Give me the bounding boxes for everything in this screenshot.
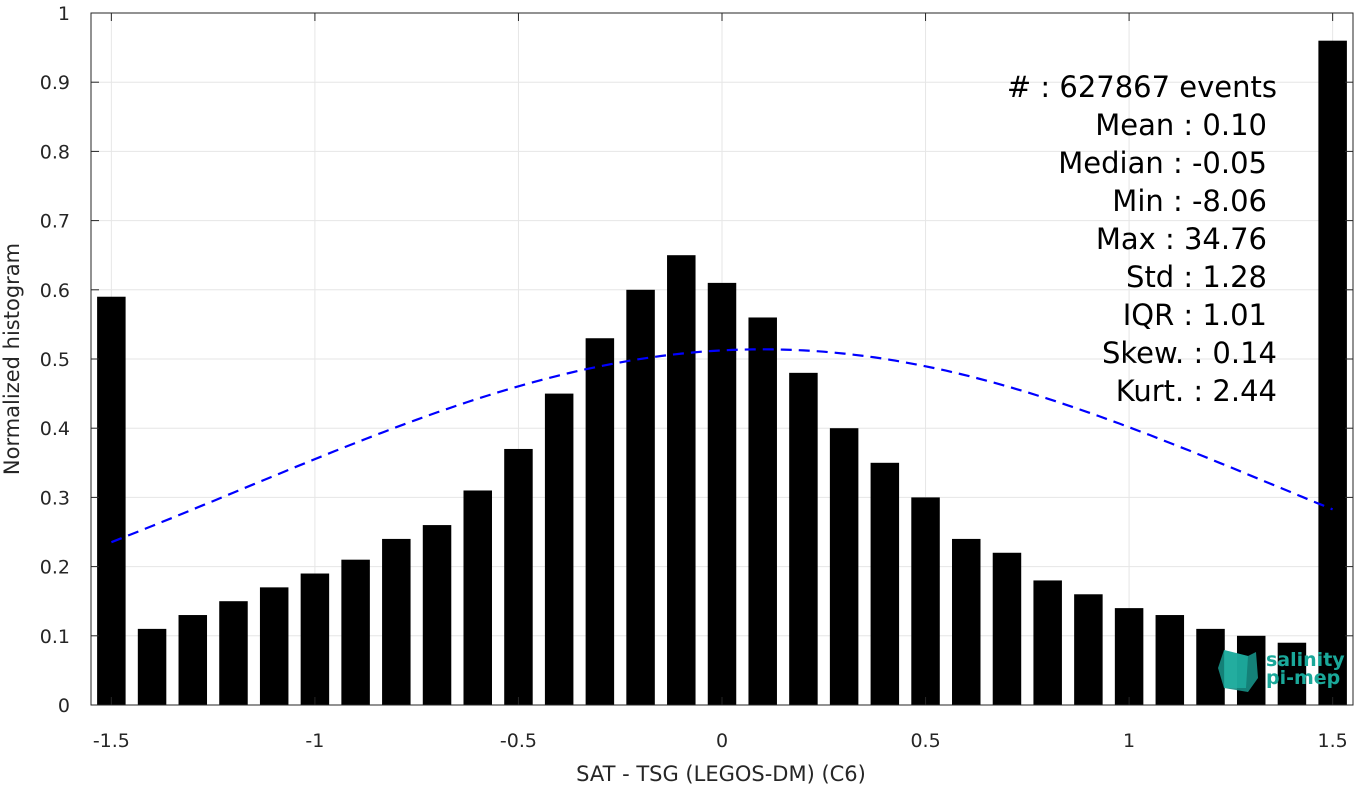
bar [300,573,330,705]
y-tick-label: 0 [58,695,70,717]
bar [748,317,777,705]
stat-line: Min : -8.06 [1112,184,1267,218]
bar [1074,594,1103,705]
bar [504,448,533,705]
bar [829,428,859,705]
x-axis-ticks: -1.5 -1 -0.5 0 0.5 1 1.5 [93,13,1348,752]
y-tick-label: 0.2 [40,557,70,579]
y-tick-label: 0.5 [40,349,70,371]
stat-line: Median : -0.05 [1058,146,1267,180]
y-tick-label: 0.4 [40,418,70,440]
stats-annotation: # : 627867 events Mean : 0.10 Median : -0.… [1007,70,1277,408]
logo-cube-facet [1224,650,1248,688]
x-tick-label: 1 [1123,730,1135,752]
x-tick-label: 1.5 [1318,730,1348,752]
y-tick-label: 1 [58,3,70,25]
bar [707,282,737,705]
y-axis-ticks: 0 0.1 0.2 0.3 0.4 0.5 0.6 0.7 0.8 0.9 1 [40,3,1353,717]
y-tick-label: 0.3 [40,487,70,509]
bar [870,462,900,705]
bar [422,525,452,705]
stat-line: Skew. : 0.14 [1102,336,1277,370]
bar [178,615,208,705]
bar [992,552,1022,705]
y-tick-label: 0.6 [40,280,70,302]
x-tick-label: 0.5 [910,730,940,752]
salinity-pi-mep-logo: salinity pi-mep [1218,649,1345,692]
bar [1318,40,1347,706]
stat-line: IQR : 1.01 [1123,298,1267,332]
bar [1277,642,1307,705]
y-tick-label: 0.8 [40,141,70,163]
bar [259,587,289,705]
y-tick-label: 0.1 [40,626,70,648]
stat-line: # : 627867 events [1007,70,1277,104]
bar [137,628,167,705]
stat-line: Kurt. : 2.44 [1116,374,1277,408]
bar [1155,615,1185,705]
logo-line2: pi-mep [1266,667,1340,689]
y-tick-label: 0.9 [40,72,70,94]
bars [97,40,1347,706]
normal-fit-curve [110,348,1334,544]
x-axis-label: SAT - TSG (LEGOS-DM) (C6) [576,762,866,785]
bar [544,393,574,705]
bar [1033,580,1062,705]
bar [626,289,655,705]
logo-line1: salinity [1266,649,1345,671]
bar [1114,608,1144,705]
stat-line: Std : 1.28 [1126,260,1267,294]
stat-line: Max : 34.76 [1096,222,1267,256]
x-tick-label: -1.5 [93,730,130,752]
x-tick-label: -0.5 [500,730,537,752]
bar [585,338,615,705]
bar [219,601,248,705]
y-tick-label: 0.7 [40,211,70,233]
x-tick-label: -1 [305,730,324,752]
bar [382,538,411,705]
stat-line: Mean : 0.10 [1095,108,1267,142]
bar [463,490,492,705]
x-tick-label: 0 [716,730,728,752]
bar [341,559,370,705]
bar [911,497,940,705]
bar [667,255,696,705]
bar [952,538,981,705]
bar [97,296,126,705]
y-axis-label: Normalized histogram [0,243,24,475]
bar [789,372,818,705]
